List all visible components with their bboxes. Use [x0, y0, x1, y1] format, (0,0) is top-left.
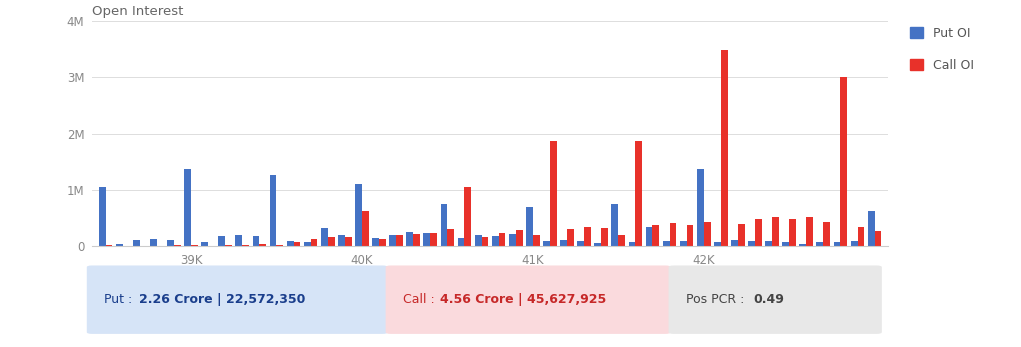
- Bar: [201, 242, 208, 246]
- Bar: [406, 232, 414, 246]
- Bar: [526, 207, 533, 246]
- Bar: [738, 224, 744, 246]
- Bar: [652, 225, 660, 246]
- Bar: [850, 241, 858, 246]
- Text: 0.49: 0.49: [753, 293, 784, 306]
- Bar: [184, 169, 191, 246]
- Bar: [259, 244, 266, 246]
- Bar: [321, 228, 328, 246]
- Bar: [799, 244, 807, 246]
- Bar: [543, 241, 550, 246]
- Bar: [567, 229, 574, 246]
- Bar: [355, 184, 361, 246]
- Bar: [703, 222, 711, 246]
- Text: Call :: Call :: [403, 293, 439, 306]
- Bar: [115, 244, 123, 246]
- Bar: [789, 219, 796, 246]
- Bar: [584, 227, 591, 246]
- Bar: [345, 237, 351, 246]
- Bar: [508, 234, 516, 246]
- Bar: [817, 242, 823, 246]
- Bar: [840, 77, 847, 246]
- Bar: [645, 227, 652, 246]
- Bar: [550, 141, 556, 246]
- Bar: [533, 235, 540, 246]
- Bar: [218, 236, 226, 246]
- Bar: [755, 219, 762, 246]
- Bar: [361, 211, 369, 246]
- Bar: [167, 239, 174, 246]
- Bar: [858, 227, 865, 246]
- Bar: [465, 187, 472, 246]
- Bar: [619, 235, 625, 246]
- Bar: [424, 234, 430, 246]
- Bar: [629, 242, 635, 246]
- Bar: [721, 50, 728, 246]
- Bar: [270, 175, 277, 246]
- Bar: [635, 141, 642, 246]
- Bar: [150, 239, 157, 246]
- Bar: [338, 235, 345, 246]
- Bar: [236, 235, 242, 246]
- Text: 4.56 Crore | 45,627,925: 4.56 Crore | 45,627,925: [440, 293, 606, 306]
- Bar: [252, 236, 259, 246]
- Bar: [875, 230, 881, 246]
- Text: Strike: Strike: [472, 273, 508, 286]
- Bar: [670, 223, 676, 246]
- Bar: [242, 245, 249, 246]
- Bar: [447, 229, 454, 246]
- Bar: [277, 245, 283, 246]
- Bar: [174, 245, 181, 246]
- Bar: [310, 239, 318, 246]
- Bar: [601, 228, 607, 246]
- Bar: [823, 222, 830, 246]
- Legend: Put OI, Call OI: Put OI, Call OI: [911, 27, 974, 72]
- Bar: [697, 169, 703, 246]
- Bar: [191, 245, 198, 246]
- Bar: [612, 204, 619, 246]
- Bar: [577, 241, 584, 246]
- Bar: [498, 234, 505, 246]
- Bar: [99, 187, 105, 246]
- Bar: [389, 235, 396, 246]
- Bar: [686, 225, 693, 246]
- Bar: [731, 239, 738, 246]
- Bar: [133, 239, 140, 246]
- Bar: [287, 241, 294, 246]
- Bar: [782, 242, 789, 246]
- Bar: [379, 239, 386, 246]
- Bar: [663, 241, 670, 246]
- Bar: [482, 237, 488, 246]
- Bar: [516, 230, 523, 246]
- Bar: [772, 217, 779, 246]
- Bar: [868, 211, 875, 246]
- Bar: [765, 241, 772, 246]
- Bar: [414, 234, 420, 246]
- Bar: [294, 242, 300, 246]
- Bar: [304, 242, 310, 246]
- Bar: [833, 242, 840, 246]
- Bar: [396, 235, 403, 246]
- Bar: [457, 238, 465, 246]
- Text: 2.26 Crore | 22,572,350: 2.26 Crore | 22,572,350: [139, 293, 305, 306]
- Bar: [430, 234, 437, 246]
- Bar: [328, 237, 335, 246]
- Text: Pos PCR :: Pos PCR :: [686, 293, 748, 306]
- Bar: [475, 235, 482, 246]
- Bar: [594, 243, 601, 246]
- Bar: [226, 245, 232, 246]
- Bar: [680, 241, 686, 246]
- Text: Open Interest: Open Interest: [92, 5, 183, 18]
- Bar: [492, 236, 498, 246]
- Text: Put :: Put :: [104, 293, 137, 306]
- Bar: [561, 239, 567, 246]
- Bar: [748, 241, 755, 246]
- Bar: [714, 242, 721, 246]
- Bar: [105, 245, 112, 246]
- Bar: [440, 203, 447, 246]
- Bar: [373, 238, 379, 246]
- Bar: [807, 217, 813, 246]
